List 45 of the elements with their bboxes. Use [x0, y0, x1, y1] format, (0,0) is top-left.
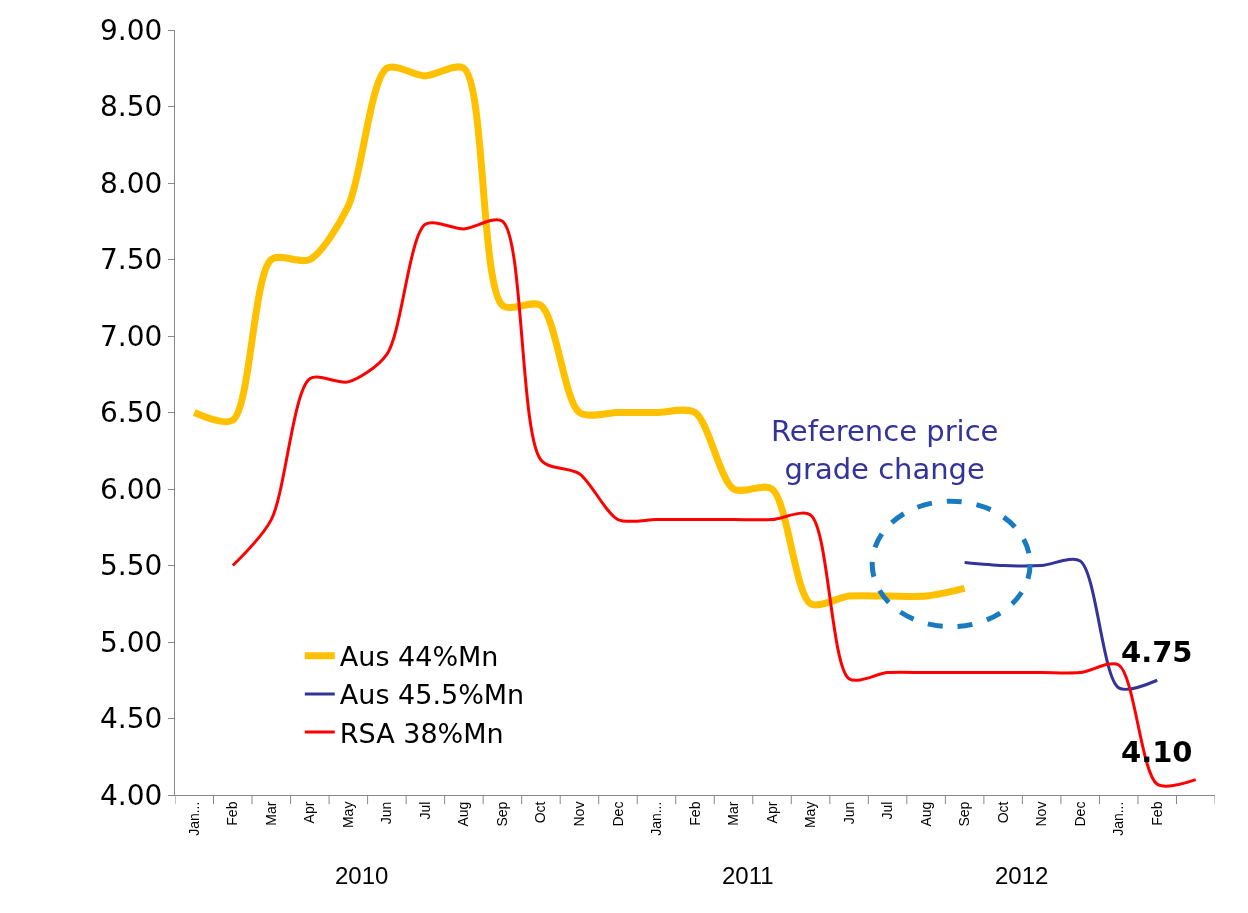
- x-tick-label: Mar: [725, 801, 742, 826]
- x-tick-label: Jan...: [185, 801, 202, 836]
- y-tick-label: 7.00: [100, 319, 163, 353]
- y-tick-label: 4.00: [100, 778, 163, 812]
- x-tick-label: Jan...: [648, 801, 665, 836]
- x-tick-label: Jul: [879, 801, 896, 820]
- text: 2012: [995, 862, 1049, 889]
- x-tick-label: May: [339, 801, 356, 829]
- y-tick-label: 5.00: [100, 625, 163, 659]
- x-tick-label: Dec: [609, 801, 626, 827]
- y-tick-label: 8.50: [100, 90, 163, 124]
- x-tick-label: Sep: [956, 801, 973, 827]
- y-tick-label: 4.50: [100, 702, 163, 736]
- y-tick-label: 7.50: [100, 243, 163, 277]
- x-tick-label: Apr: [301, 801, 318, 824]
- x-tick-label: Jun: [840, 801, 857, 825]
- y-tick-label: 6.00: [100, 472, 163, 506]
- annotation: 4.75: [1121, 635, 1193, 669]
- x-tick-label: Jan...: [1110, 801, 1127, 836]
- x-tick-label: Jul: [416, 801, 433, 820]
- x-tick-label: Aug: [455, 801, 472, 827]
- x-tick-label: Apr: [763, 801, 780, 824]
- text: 2011: [722, 862, 774, 889]
- y-tick-label: 6.50: [100, 396, 163, 430]
- x-tick-label: Mar: [262, 801, 279, 826]
- legend-label: Aus 44%Mn: [339, 641, 499, 673]
- annotation: Reference price grade change: [771, 414, 999, 486]
- x-tick-label: Oct: [994, 801, 1011, 824]
- y-tick-label: 9.00: [100, 13, 163, 47]
- text: 2010: [335, 862, 389, 889]
- x-tick-label: Feb: [1148, 801, 1165, 826]
- x-tick-label: Sep: [493, 801, 510, 827]
- legend-label: RSA 38%Mn: [339, 717, 504, 749]
- x-tick-label: Aug: [917, 801, 934, 827]
- x-tick-label: Dec: [1071, 801, 1088, 827]
- x-tick-label: Feb: [224, 801, 241, 826]
- x-tick-label: Oct: [532, 801, 549, 824]
- x-tick-label: Nov: [570, 801, 587, 827]
- legend-label: Aus 45.5%Mn: [339, 679, 525, 711]
- x-tick-label: Feb: [686, 801, 703, 826]
- x-tick-label: Jun: [378, 801, 395, 825]
- y-tick-label: 8.00: [100, 166, 163, 200]
- x-tick-label: May: [802, 801, 819, 829]
- y-tick-label: 5.50: [100, 549, 163, 583]
- x-tick-label: Nov: [1033, 801, 1050, 827]
